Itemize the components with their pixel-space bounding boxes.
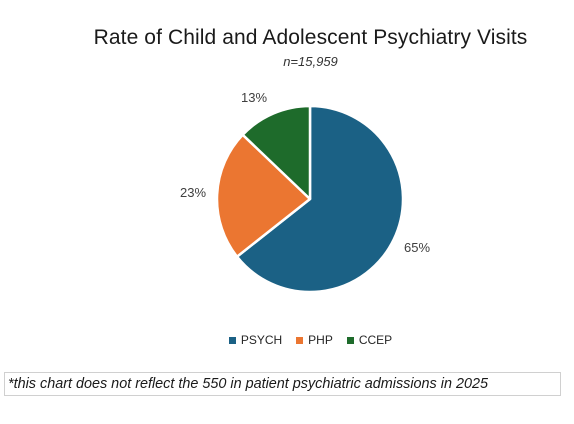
legend-label: PSYCH xyxy=(240,333,283,347)
legend-item-php: PHP xyxy=(296,333,333,347)
legend-swatch xyxy=(346,336,354,344)
legend-label: PHP xyxy=(308,333,333,347)
legend-swatch xyxy=(296,336,304,344)
data-label-php: 23% xyxy=(180,185,206,200)
legend-swatch xyxy=(228,336,236,344)
pie-slice-ccep xyxy=(241,104,312,201)
legend-item-ccep: CCEP xyxy=(346,333,393,347)
data-label-ccep: 13% xyxy=(241,90,267,105)
chart-title: Rate of Child and Adolescent Psychiatry … xyxy=(93,26,528,49)
pie-slice-php xyxy=(215,133,312,258)
legend-label: CCEP xyxy=(358,333,393,347)
chart-subtitle: n=15,959 xyxy=(283,54,338,69)
legend-item-psych: PSYCH xyxy=(228,333,283,347)
footnote: *this chart does not reflect the 550 in … xyxy=(4,372,561,396)
data-label-psych: 65% xyxy=(404,240,430,255)
chart-legend: PSYCH PHP CCEP xyxy=(0,333,574,347)
pie-slice-psych xyxy=(235,104,405,294)
